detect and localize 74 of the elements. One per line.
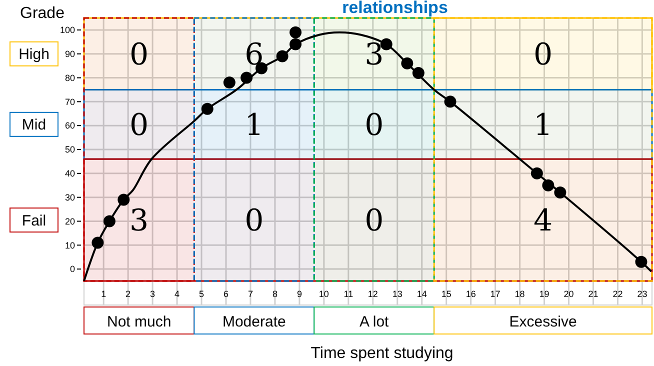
band-label: A lot — [360, 313, 390, 330]
annotation: 3 — [130, 204, 149, 239]
band-label: Fail — [22, 212, 46, 230]
x-tick-label: 2 — [126, 289, 131, 300]
y-tick-label: 50 — [64, 144, 75, 155]
annotation: 0 — [364, 204, 384, 239]
chart-title: relationships — [342, 0, 448, 17]
x-tick-label: 20 — [564, 289, 574, 300]
point — [201, 102, 214, 115]
annotation: 1 — [244, 108, 264, 143]
annotation: 6 — [244, 37, 264, 72]
y-tick-label: 100 — [60, 25, 75, 36]
x-tick-label: 21 — [588, 289, 598, 300]
y-axis-title: Grade — [20, 5, 65, 22]
y-tick-label: 10 — [64, 240, 75, 250]
point — [542, 179, 554, 192]
point — [290, 26, 302, 38]
point — [103, 215, 116, 228]
x-tick-label: 10 — [318, 289, 329, 300]
point — [276, 50, 288, 62]
x-tick-label: 17 — [490, 289, 500, 300]
x-tick-label: 9 — [296, 289, 302, 300]
annotation: 0 — [534, 37, 553, 72]
x-tick-label: 22 — [612, 289, 623, 300]
point — [401, 57, 414, 70]
band-label: Not much — [106, 313, 172, 330]
x-axis-title: Time spent studying — [310, 345, 454, 362]
x-tick-label: 12 — [368, 289, 378, 300]
point — [92, 236, 104, 249]
annotation: 1 — [534, 108, 553, 143]
y-tick-label: 90 — [64, 49, 75, 60]
y-tick-label: 80 — [64, 72, 75, 83]
x-tick-label: 11 — [344, 289, 354, 300]
band-label: Mid — [22, 116, 46, 134]
point — [380, 38, 392, 50]
x-tick-label: 18 — [514, 289, 525, 300]
x-tick-label: 6 — [223, 289, 229, 300]
annotation: 3 — [364, 37, 384, 72]
point — [412, 66, 424, 79]
x-tick-label: 13 — [392, 289, 402, 300]
y-tick-label: 30 — [64, 192, 75, 202]
band-label: Excessive — [509, 313, 577, 330]
annotation: 0 — [130, 108, 149, 143]
point — [118, 194, 130, 206]
x-tick-label: 8 — [272, 289, 278, 300]
x-tick-label: 16 — [466, 289, 476, 300]
annotation: 0 — [130, 37, 149, 72]
point — [240, 72, 253, 84]
y-tick-label: 40 — [64, 168, 75, 179]
annotation: 0 — [364, 108, 384, 143]
x-tick-label: 1 — [101, 289, 106, 300]
x-tick-label: 7 — [248, 289, 253, 300]
point — [444, 96, 456, 108]
x-tick-label: 4 — [174, 289, 180, 300]
x-tick-label: 14 — [416, 289, 427, 300]
x-tick-label: 5 — [199, 289, 204, 300]
point — [290, 38, 302, 50]
x-tick-label: 23 — [637, 289, 648, 300]
y-tick-label: 60 — [64, 120, 75, 131]
x-tick-label: 19 — [539, 289, 550, 300]
y-tick-label: 20 — [64, 216, 75, 226]
x-tick-label: 15 — [441, 289, 452, 300]
x-tick-label: 3 — [150, 289, 156, 300]
point — [223, 76, 236, 89]
point — [635, 256, 648, 268]
band-label: Moderate — [222, 313, 286, 330]
line-series — [83, 31, 652, 282]
point — [530, 167, 543, 180]
annotation: 4 — [534, 204, 553, 239]
y-tick-label: 70 — [64, 96, 75, 107]
band-label: High — [18, 46, 50, 64]
y-tick-label: 0 — [70, 264, 75, 274]
annotation: 0 — [244, 204, 264, 239]
point — [554, 186, 566, 199]
